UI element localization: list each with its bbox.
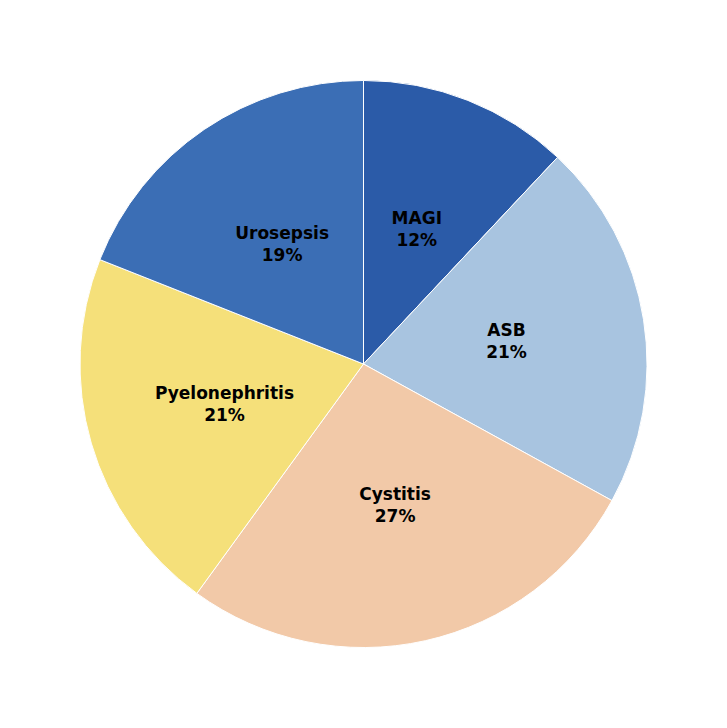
svg-text:21%: 21% [204, 405, 245, 425]
svg-text:21%: 21% [486, 342, 527, 362]
svg-text:Pyelonephritis: Pyelonephritis [155, 383, 294, 403]
svg-text:12%: 12% [396, 230, 437, 250]
svg-text:Cystitis: Cystitis [359, 484, 431, 504]
svg-text:ASB: ASB [487, 320, 525, 340]
svg-text:19%: 19% [262, 245, 303, 265]
svg-text:Urosepsis: Urosepsis [235, 223, 329, 243]
svg-text:27%: 27% [375, 506, 416, 526]
svg-text:MAGI: MAGI [392, 208, 442, 228]
